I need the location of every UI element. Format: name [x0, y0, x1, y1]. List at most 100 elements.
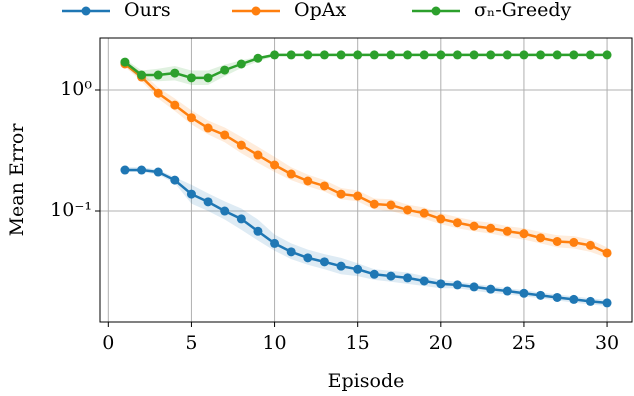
marker: [419, 50, 429, 60]
x-tick-label: 5: [185, 332, 197, 354]
marker: [236, 214, 246, 224]
marker: [137, 165, 147, 175]
marker: [403, 273, 413, 283]
marker: [170, 175, 180, 185]
marker: [419, 276, 429, 286]
marker: [220, 130, 230, 140]
marker: [602, 50, 612, 60]
marker: [585, 296, 595, 306]
marker: [536, 233, 546, 243]
marker: [120, 165, 130, 175]
marker: [186, 73, 196, 83]
marker: [303, 253, 313, 263]
x-tick-label: 20: [429, 332, 453, 354]
marker: [552, 292, 562, 302]
marker: [353, 50, 363, 60]
marker: [253, 226, 263, 236]
marker: [502, 50, 512, 60]
marker: [436, 214, 446, 224]
marker: [369, 199, 379, 209]
marker: [186, 113, 196, 123]
marker: [270, 238, 280, 248]
marker: [369, 269, 379, 279]
marker: [170, 100, 180, 110]
marker: [153, 167, 163, 177]
legend-marker: [81, 6, 91, 16]
marker: [536, 50, 546, 60]
marker: [552, 50, 562, 60]
marker: [386, 50, 396, 60]
marker: [519, 50, 529, 60]
marker: [120, 57, 130, 67]
marker: [319, 181, 329, 191]
marker: [602, 298, 612, 308]
x-tick-label: 15: [346, 332, 370, 354]
marker: [469, 50, 479, 60]
marker: [519, 288, 529, 298]
marker: [336, 261, 346, 271]
marker: [153, 88, 163, 98]
marker: [220, 206, 230, 216]
y-tick-label: 10⁰: [60, 78, 92, 100]
marker: [536, 290, 546, 300]
marker: [419, 208, 429, 218]
legend-marker: [251, 6, 261, 16]
marker: [486, 223, 496, 233]
marker: [552, 236, 562, 246]
marker: [236, 140, 246, 150]
marker: [436, 50, 446, 60]
marker: [452, 280, 462, 290]
marker: [270, 160, 280, 170]
marker: [452, 218, 462, 228]
marker: [585, 50, 595, 60]
legend-label: σₙ-Greedy: [474, 0, 572, 21]
marker: [336, 50, 346, 60]
series-line: [124, 63, 608, 255]
marker: [386, 200, 396, 210]
marker: [519, 229, 529, 239]
legend-marker: [431, 6, 441, 16]
marker: [286, 50, 296, 60]
marker: [436, 279, 446, 289]
marker: [336, 189, 346, 199]
marker: [502, 226, 512, 236]
x-tick-label: 10: [262, 332, 286, 354]
marker: [386, 271, 396, 281]
error-band: [124, 61, 608, 258]
marker: [186, 189, 196, 199]
marker: [486, 50, 496, 60]
marker: [452, 50, 462, 60]
marker: [286, 169, 296, 179]
marker: [403, 50, 413, 60]
marker: [153, 70, 163, 80]
marker: [253, 150, 263, 160]
marker: [403, 205, 413, 215]
x-tick-label: 0: [102, 332, 114, 354]
marker: [369, 50, 379, 60]
x-tick-label: 30: [595, 332, 619, 354]
marker: [137, 70, 147, 80]
marker: [353, 264, 363, 274]
marker: [469, 282, 479, 292]
marker: [303, 176, 313, 186]
marker: [569, 50, 579, 60]
marker: [286, 247, 296, 257]
marker: [569, 294, 579, 304]
marker: [303, 50, 313, 60]
marker: [270, 50, 280, 60]
marker: [170, 68, 180, 78]
marker: [220, 65, 230, 75]
marker: [203, 73, 213, 83]
x-axis-label: Episode: [328, 370, 405, 392]
marker: [203, 197, 213, 207]
marker: [569, 237, 579, 247]
marker: [502, 286, 512, 296]
marker: [469, 221, 479, 231]
marker: [602, 248, 612, 258]
marker: [236, 59, 246, 69]
plot-frame: [99, 37, 633, 323]
legend-label: Ours: [124, 0, 171, 21]
marker: [486, 284, 496, 294]
y-tick-label: 10⁻¹: [50, 199, 92, 221]
